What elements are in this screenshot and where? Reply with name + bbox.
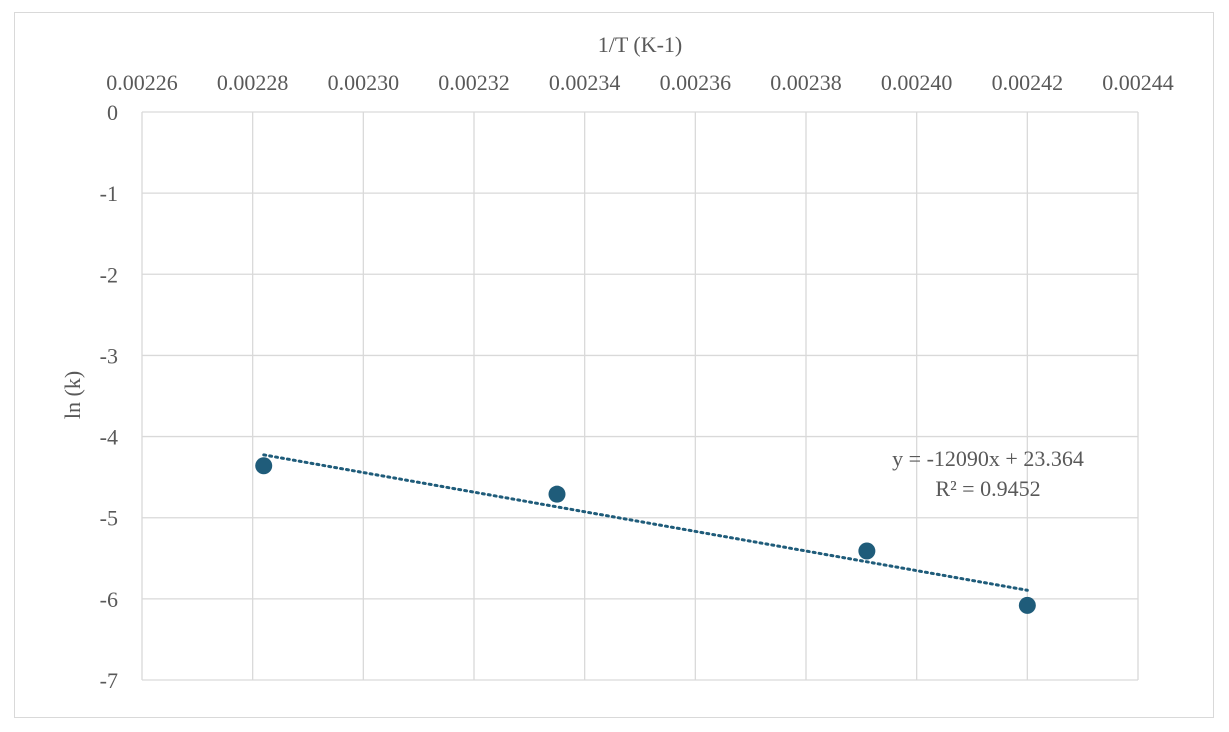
x-tick-label: 0.00242 bbox=[992, 70, 1064, 95]
y-tick-label: -6 bbox=[100, 587, 118, 612]
y-tick-label: -7 bbox=[100, 668, 118, 693]
trendline-r-squared: R² = 0.9452 bbox=[935, 476, 1040, 501]
data-point bbox=[548, 485, 566, 503]
gridlines bbox=[141, 111, 1139, 681]
x-tick-label: 0.00232 bbox=[438, 70, 510, 95]
x-tick-label: 0.00226 bbox=[106, 70, 178, 95]
x-tick-label: 0.00236 bbox=[660, 70, 732, 95]
x-tick-label: 0.00244 bbox=[1102, 70, 1174, 95]
x-tick-label: 0.00240 bbox=[881, 70, 953, 95]
data-points bbox=[255, 457, 1036, 614]
y-tick-label: -2 bbox=[100, 262, 118, 287]
data-point bbox=[255, 457, 273, 475]
x-axis-tick-labels: 0.00226 0.00228 0.00230 0.00232 0.00234 0.002… bbox=[106, 70, 1174, 95]
trendline-layer bbox=[262, 453, 1029, 592]
y-tick-label: -1 bbox=[100, 181, 118, 206]
y-tick-label: -5 bbox=[100, 506, 118, 531]
x-tick-label: 0.00238 bbox=[770, 70, 842, 95]
x-axis-title: 1/T (K-1) bbox=[598, 32, 683, 57]
trendline-equation: y = -12090x + 23.364 bbox=[892, 446, 1084, 471]
x-tick-label: 0.00228 bbox=[217, 70, 289, 95]
x-tick-label: 0.00230 bbox=[328, 70, 400, 95]
data-point bbox=[858, 542, 876, 560]
y-axis-tick-labels: 0 -1 -2 -3 -4 -5 -6 -7 bbox=[100, 100, 118, 693]
y-tick-label: -4 bbox=[100, 425, 118, 450]
chart-area bbox=[14, 12, 1214, 718]
y-axis-title: ln (k) bbox=[60, 371, 85, 419]
x-tick-label: 0.00234 bbox=[549, 70, 621, 95]
data-point bbox=[1018, 596, 1036, 614]
linear-trendline bbox=[262, 453, 1029, 592]
y-tick-label: 0 bbox=[107, 100, 118, 125]
y-tick-label: -3 bbox=[100, 343, 118, 368]
